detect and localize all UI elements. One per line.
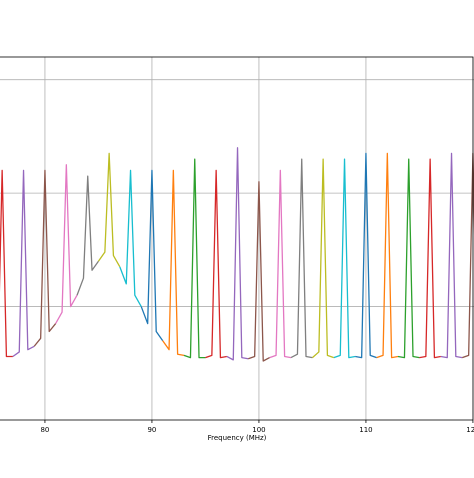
spectrum-line (333, 158, 356, 359)
x-tick-label: 110 (359, 426, 372, 434)
x-tick-label: 100 (252, 426, 265, 434)
spectrum-line (162, 169, 185, 356)
spectrum-line (462, 152, 474, 359)
spectrum-line (397, 158, 420, 359)
spectrum-line (226, 147, 249, 361)
spectrum-line (376, 152, 399, 359)
spectrum-line (140, 169, 164, 341)
plot-frame (0, 56, 474, 421)
x-axis-label: Frequency (MHz) (208, 434, 267, 442)
spectrum-line (0, 169, 13, 358)
x-tick-label: 90 (147, 426, 156, 434)
x-tick-label: 120 (466, 426, 474, 434)
grid (0, 57, 474, 420)
spectrum-line (419, 158, 441, 359)
spectrum-line (290, 158, 313, 359)
spectrum-line (248, 181, 270, 362)
x-axis: 80 90 100 110 120 (40, 420, 474, 434)
spectrum-line (440, 152, 463, 359)
spectrum-line (269, 169, 292, 359)
spectrum-line (183, 158, 206, 359)
spectrum-line (55, 164, 78, 324)
spectrum-line (12, 169, 35, 358)
spectrum-line (205, 169, 227, 359)
x-tick-label: 80 (40, 426, 49, 434)
spectrum-line (97, 152, 121, 268)
plot-area (0, 147, 474, 362)
spectrum-line (33, 169, 57, 347)
spectrum-line (119, 169, 142, 307)
spectrum-line (311, 158, 335, 359)
spectrum-line (355, 152, 377, 359)
spectrum-line (76, 175, 99, 296)
